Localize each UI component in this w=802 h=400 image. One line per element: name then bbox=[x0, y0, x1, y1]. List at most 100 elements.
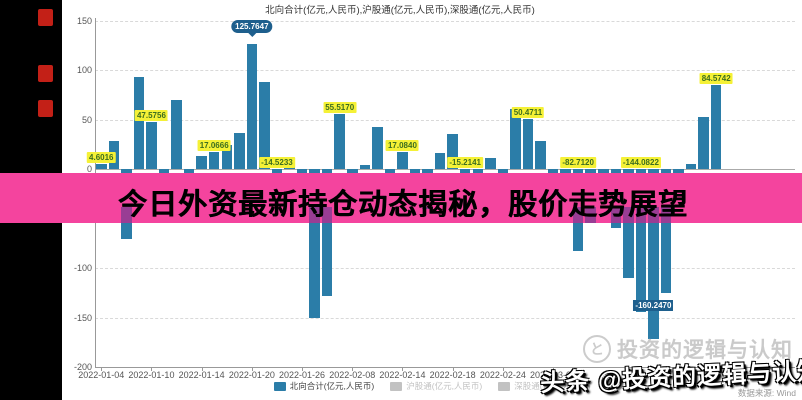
x-axis-date-label: 2022-01-20 bbox=[228, 370, 275, 380]
bar-under-banner-tint bbox=[623, 207, 634, 223]
x-axis-date-label: 2022-02-08 bbox=[329, 370, 376, 380]
data-bar bbox=[485, 158, 496, 169]
x-axis-date-label: 2022-02-24 bbox=[479, 370, 526, 380]
data-bar bbox=[673, 169, 684, 177]
data-bar bbox=[710, 85, 722, 169]
gridline bbox=[95, 70, 795, 71]
data-bar bbox=[359, 165, 371, 169]
x-axis-tick bbox=[201, 367, 203, 371]
gridline bbox=[95, 119, 795, 121]
y-axis-tick-label: 100 bbox=[76, 65, 92, 75]
data-bar bbox=[334, 114, 345, 169]
y-axis-tick-label: -200 bbox=[73, 362, 92, 372]
gridline bbox=[95, 268, 795, 269]
chart-legend: 北向合计(亿元,人民币) 沪股通(亿元,人民币) 深股通(亿元,人民币) bbox=[62, 378, 802, 394]
bar-value-label: 17.0840 bbox=[385, 140, 419, 152]
chart-title: 北向合计(亿元,人民币),沪股通(亿元,人民币),深股通(亿元,人民币) bbox=[265, 5, 535, 16]
data-bar bbox=[635, 169, 647, 312]
x-axis-tick bbox=[402, 367, 404, 371]
headline-text: 今日外资最新持仓动态揭秘，股价走势展望 bbox=[118, 189, 689, 221]
bar-under-banner-tint bbox=[321, 207, 333, 223]
x-axis-date-label: 2022-01-14 bbox=[178, 370, 225, 380]
bar-value-label: 55.5170 bbox=[323, 102, 357, 114]
bar-under-banner-tint bbox=[610, 207, 622, 223]
data-bar bbox=[522, 119, 534, 169]
bar-value-label: 4.6016 bbox=[87, 152, 116, 164]
data-bar bbox=[133, 76, 145, 169]
x-axis-tick bbox=[553, 367, 555, 371]
y-axis-tick-label: -150 bbox=[73, 312, 92, 323]
x-axis-date-label: 2022-02-14 bbox=[379, 370, 426, 380]
data-bar bbox=[447, 134, 458, 169]
legend-label: 深股通(亿元,人民币) bbox=[514, 381, 591, 391]
data-bar bbox=[171, 99, 182, 169]
x-axis-date-label: 2022-01-26 bbox=[279, 370, 326, 380]
data-bar bbox=[196, 156, 207, 169]
x-axis-tick bbox=[302, 367, 304, 371]
data-bar bbox=[660, 169, 672, 293]
legend-swatch-icon bbox=[498, 381, 511, 391]
data-bar bbox=[146, 121, 157, 169]
x-axis-date-label: 2022-01-10 bbox=[128, 370, 175, 380]
data-bar bbox=[246, 44, 258, 169]
data-bar bbox=[648, 169, 659, 340]
data-bar bbox=[208, 152, 220, 169]
data-bar bbox=[234, 133, 245, 169]
data-bar bbox=[309, 169, 320, 318]
bar-value-label: -144.0822 bbox=[620, 157, 661, 168]
x-axis-tick bbox=[101, 367, 103, 371]
data-bar bbox=[434, 153, 446, 169]
bar-value-label: -15.2141 bbox=[447, 157, 483, 168]
data-bar bbox=[698, 116, 709, 169]
bar-under-banner-tint bbox=[309, 207, 320, 223]
x-axis-date-label: 2022-02-18 bbox=[429, 370, 476, 380]
x-axis-tick bbox=[452, 367, 454, 371]
data-bar bbox=[623, 169, 634, 278]
data-bar bbox=[472, 169, 483, 177]
data-bar bbox=[372, 127, 383, 169]
data-bar bbox=[397, 152, 408, 169]
data-bar bbox=[685, 164, 697, 169]
x-axis-date-label: 2022-03-02 bbox=[530, 370, 577, 380]
data-bar bbox=[96, 164, 107, 169]
y-axis-tick-label: 0 bbox=[86, 164, 92, 174]
bar-value-label: 84.5742 bbox=[699, 73, 733, 85]
data-bar bbox=[321, 169, 333, 296]
legend-item[interactable]: 沪股通(亿元,人民币) bbox=[390, 380, 482, 392]
data-bar bbox=[535, 141, 546, 169]
y-axis-tick-label: 150 bbox=[76, 15, 92, 26]
x-axis-date-label: 2022-01-04 bbox=[78, 370, 125, 380]
x-axis-tick bbox=[502, 367, 504, 371]
faint-watermark: と 投资的逻辑与认知 bbox=[583, 334, 793, 364]
trough-marker: -160.2470 bbox=[633, 300, 674, 311]
bar-under-banner-tint bbox=[121, 207, 132, 223]
faint-watermark-text: 投资的逻辑与认知 bbox=[617, 339, 793, 362]
y-axis-tick-label: -100 bbox=[73, 263, 92, 273]
bar-under-banner-tint bbox=[572, 207, 584, 223]
gridline bbox=[95, 20, 795, 22]
bar-under-banner-tint bbox=[585, 207, 596, 223]
legend-item[interactable]: 深股通(亿元,人民币) bbox=[498, 380, 590, 392]
legend-swatch-icon bbox=[390, 381, 403, 391]
x-axis-tick bbox=[151, 367, 153, 371]
data-source-note: 数据来源: Wind bbox=[737, 388, 796, 398]
bar-under-banner-tint bbox=[422, 207, 433, 209]
bar-value-label: 17.0666 bbox=[197, 140, 231, 152]
x-axis bbox=[95, 367, 795, 368]
data-bar bbox=[259, 81, 270, 169]
x-axis-tick bbox=[251, 367, 253, 371]
x-axis-tick bbox=[352, 367, 354, 371]
red-decor-block bbox=[38, 9, 53, 26]
y-axis-tick-label: 50 bbox=[81, 114, 92, 125]
data-bar bbox=[221, 145, 232, 169]
bar-value-label: -14.5233 bbox=[259, 157, 295, 168]
bar-under-banner-tint bbox=[660, 207, 672, 223]
bar-value-label: -82.7120 bbox=[560, 157, 596, 168]
gridline bbox=[95, 317, 795, 319]
legend-swatch-icon bbox=[273, 381, 286, 391]
legend-item[interactable]: 北向合计(亿元,人民币) bbox=[273, 380, 374, 392]
zero-line bbox=[95, 169, 795, 170]
red-decor-block bbox=[38, 100, 53, 117]
data-bar bbox=[510, 108, 521, 169]
